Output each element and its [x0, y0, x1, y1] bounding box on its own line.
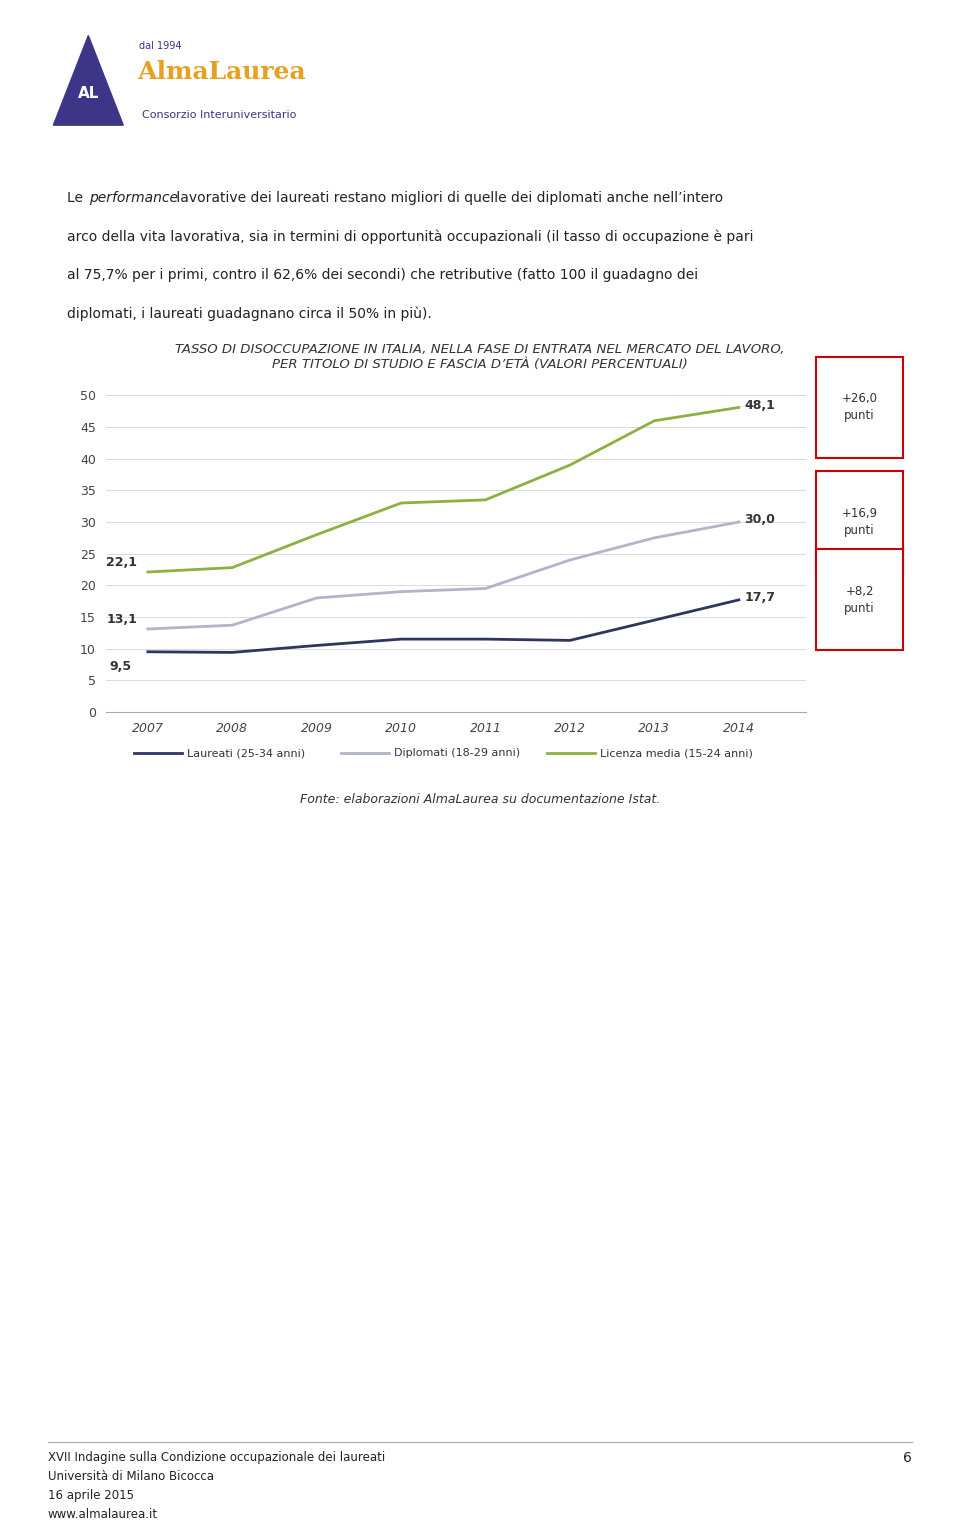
Text: 13,1: 13,1 — [107, 614, 137, 626]
Text: al 75,7% per i primi, contro il 62,6% dei secondi) che retributive (fatto 100 il: al 75,7% per i primi, contro il 62,6% de… — [67, 268, 698, 282]
Text: arco della vita lavorativa, sia in termini di opportunità occupazionali (il tass: arco della vita lavorativa, sia in termi… — [67, 230, 754, 243]
Text: Consorzio Interuniversitario: Consorzio Interuniversitario — [142, 110, 297, 121]
Text: Licenza media (15-24 anni): Licenza media (15-24 anni) — [600, 749, 753, 758]
Text: dal 1994: dal 1994 — [139, 40, 181, 51]
Text: XVII Indagine sulla Condizione occupazionale dei laureati
Università di Milano B: XVII Indagine sulla Condizione occupazio… — [48, 1451, 385, 1522]
Text: 17,7: 17,7 — [744, 591, 776, 605]
Text: 48,1: 48,1 — [744, 400, 776, 412]
Text: +8,2
punti: +8,2 punti — [845, 585, 875, 615]
Text: Le: Le — [67, 191, 87, 205]
Text: Laureati (25-34 anni): Laureati (25-34 anni) — [187, 749, 305, 758]
Text: 6: 6 — [903, 1451, 912, 1465]
Text: AL: AL — [78, 86, 99, 101]
Text: 22,1: 22,1 — [107, 556, 137, 570]
Text: +26,0
punti: +26,0 punti — [842, 392, 877, 423]
Text: performance: performance — [89, 191, 179, 205]
Text: +16,9
punti: +16,9 punti — [842, 507, 877, 537]
Text: TASSO DI DISOCCUPAZIONE IN ITALIA, NELLA FASE DI ENTRATA NEL MERCATO DEL LAVORO,: TASSO DI DISOCCUPAZIONE IN ITALIA, NELLA… — [176, 343, 784, 355]
Text: Diplomati (18-29 anni): Diplomati (18-29 anni) — [394, 749, 519, 758]
Text: PER TITOLO DI STUDIO E FASCIA D’ETÀ (VALORI PERCENTUALI): PER TITOLO DI STUDIO E FASCIA D’ETÀ (VAL… — [272, 358, 688, 371]
Text: 30,0: 30,0 — [744, 513, 776, 527]
Text: lavorative dei laureati restano migliori di quelle dei diplomati anche nell’inte: lavorative dei laureati restano migliori… — [172, 191, 723, 205]
Text: 9,5: 9,5 — [108, 660, 132, 672]
Text: diplomati, i laureati guadagnano circa il 50% in più).: diplomati, i laureati guadagnano circa i… — [67, 306, 432, 320]
Text: AlmaLaurea: AlmaLaurea — [136, 60, 305, 84]
Text: Fonte: elaborazioni AlmaLaurea su documentazione Istat.: Fonte: elaborazioni AlmaLaurea su docume… — [300, 793, 660, 805]
Polygon shape — [54, 35, 123, 126]
